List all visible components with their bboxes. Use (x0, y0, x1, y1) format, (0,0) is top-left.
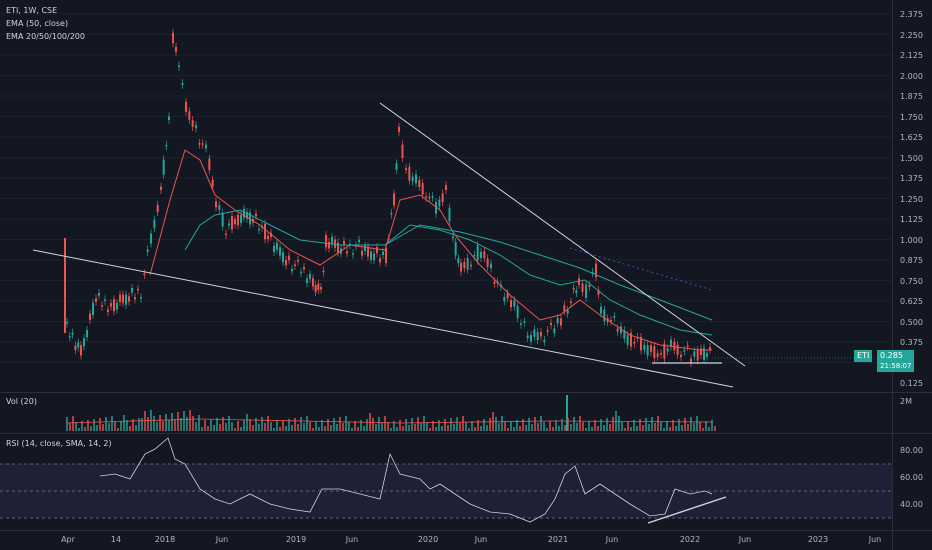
rsi-chart (0, 437, 892, 524)
price-tick: 1.500 (900, 154, 923, 163)
volume-chart (65, 395, 716, 431)
rsi-pane[interactable] (0, 434, 892, 530)
price-tick: 1.375 (900, 174, 923, 183)
price-tick: 2.000 (900, 72, 923, 81)
price-tag-symbol: ETI (854, 350, 873, 362)
pane-divider[interactable] (0, 433, 932, 434)
price-tick: 2.125 (900, 51, 923, 60)
time-tick: 2019 (285, 535, 307, 544)
time-tick: 2021 (547, 535, 569, 544)
time-tick: 2023 (807, 535, 829, 544)
last-price-tag[interactable]: ETI 0.285 21:58:07 (854, 350, 915, 372)
time-tick: 14 (110, 535, 122, 544)
price-tick: 0.125 (900, 379, 923, 388)
price-tick: 1.875 (900, 92, 923, 101)
price-axis[interactable] (892, 0, 932, 550)
price-tick: 1.625 (900, 133, 923, 142)
time-tick: Jun (868, 535, 882, 544)
ema-multi-label[interactable]: EMA 20/50/100/200 (6, 32, 85, 41)
price-tick: 1.250 (900, 195, 923, 204)
time-tick: 2022 (679, 535, 701, 544)
volume-pane[interactable] (0, 393, 892, 433)
time-tick: Jun (605, 535, 619, 544)
price-chart[interactable] (0, 0, 892, 392)
time-tick: Jun (215, 535, 229, 544)
rsi-tick-60: 60.00 (900, 473, 923, 482)
price-tick: 2.250 (900, 31, 923, 40)
price-tick: 1.125 (900, 215, 923, 224)
price-tick: 1.750 (900, 113, 923, 122)
time-tick: Jun (474, 535, 488, 544)
time-tick: Apr (61, 535, 75, 544)
price-tick: 0.750 (900, 277, 923, 286)
pane-divider[interactable] (0, 392, 932, 393)
price-tick: 0.500 (900, 318, 923, 327)
time-tick: 2018 (154, 535, 176, 544)
volume-label[interactable]: Vol (20) (6, 397, 37, 406)
ema50-label[interactable]: EMA (50, close) (6, 19, 69, 28)
symbol-label[interactable]: ETI, 1W, CSE (6, 6, 58, 15)
rsi-label[interactable]: RSI (14, close, SMA, 14, 2) (6, 439, 112, 448)
price-tick: 0.375 (900, 338, 923, 347)
price-tag-value: 0.285 (880, 351, 903, 360)
price-tick: 1.000 (900, 236, 923, 245)
rsi-tick-40: 40.00 (900, 500, 923, 509)
volume-axis-tick: 2M (900, 397, 912, 406)
time-tick: Jun (738, 535, 752, 544)
price-tick: 0.625 (900, 297, 923, 306)
price-tick: 2.375 (900, 10, 923, 19)
time-tick: Jun (345, 535, 359, 544)
time-axis-divider (0, 530, 932, 531)
price-tag-countdown: 21:58:07 (880, 362, 912, 370)
price-pane[interactable] (0, 0, 892, 392)
time-tick: 2020 (417, 535, 439, 544)
rsi-tick-80: 80.00 (900, 446, 923, 455)
price-tick: 0.875 (900, 256, 923, 265)
